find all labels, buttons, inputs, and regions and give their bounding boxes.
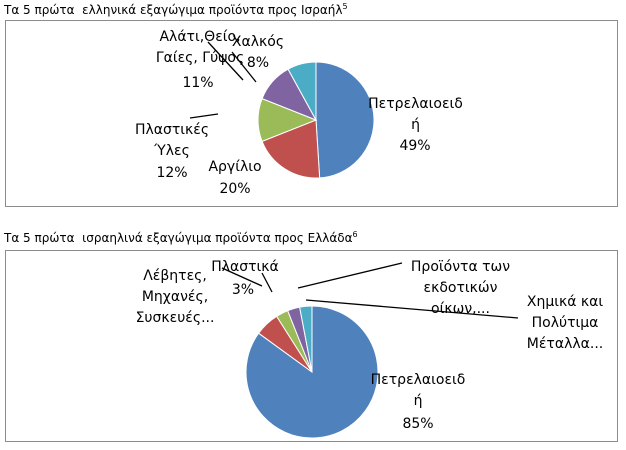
pie-slice — [315, 61, 375, 179]
leader-line — [297, 262, 403, 289]
chart-title-wrap: Τα 5 πρώτα ισραηλινά εξαγώγιμα προϊόντα … — [4, 230, 358, 245]
slice-label: Πετρελαιοειδή — [368, 96, 463, 133]
value-label: 12% — [156, 165, 188, 181]
chart-title: Τα 5 πρώτα ελληνικά εξαγώγιμα προϊόντα π… — [4, 3, 343, 17]
leader-line — [189, 113, 219, 119]
pie-slice — [299, 305, 313, 373]
chart-title-wrap: Τα 5 πρώτα ελληνικά εξαγώγιμα προϊόντα π… — [4, 2, 348, 17]
leader-line — [207, 41, 244, 81]
leader-line — [221, 267, 263, 287]
value-label: 3% — [231, 282, 255, 298]
slice-label: Πλαστικές Ύλες — [134, 122, 210, 159]
leader-line — [305, 299, 519, 319]
value-label: 11% — [182, 75, 214, 91]
footnote-mark: 5 — [342, 2, 348, 11]
slice-label: Χημικά και Πολύτιμα Μέταλλα... — [526, 294, 604, 352]
slice-label: Πετρελαιοειδή — [370, 372, 466, 409]
footnote-mark: 6 — [352, 230, 358, 239]
pie-slice — [287, 61, 317, 121]
chart-frame — [5, 20, 618, 207]
chart-frame — [5, 250, 618, 442]
slice-label: Χαλκός — [231, 34, 285, 50]
slice-label: Αργίλιο — [208, 159, 262, 175]
chart-title: Τα 5 πρώτα ισραηλινά εξαγώγιμα προϊόντα … — [4, 231, 353, 245]
value-label: 49% — [399, 138, 431, 154]
slice-label: Αλάτι,Θείο, Γαίες, Γύψος — [155, 29, 245, 66]
slice-label: Πλαστικά — [211, 259, 279, 275]
slice-label: Λέβητες, Μηχανές, Συσκευές... — [135, 268, 215, 326]
pie-slice — [261, 119, 321, 179]
value-label: 8% — [246, 55, 270, 71]
value-label: 85% — [402, 416, 434, 432]
value-label: 20% — [219, 181, 251, 197]
leader-line — [261, 272, 273, 293]
leader-line — [231, 51, 257, 83]
slice-label: Προϊόντα των εκδοτικών οίκων,... — [410, 259, 511, 317]
